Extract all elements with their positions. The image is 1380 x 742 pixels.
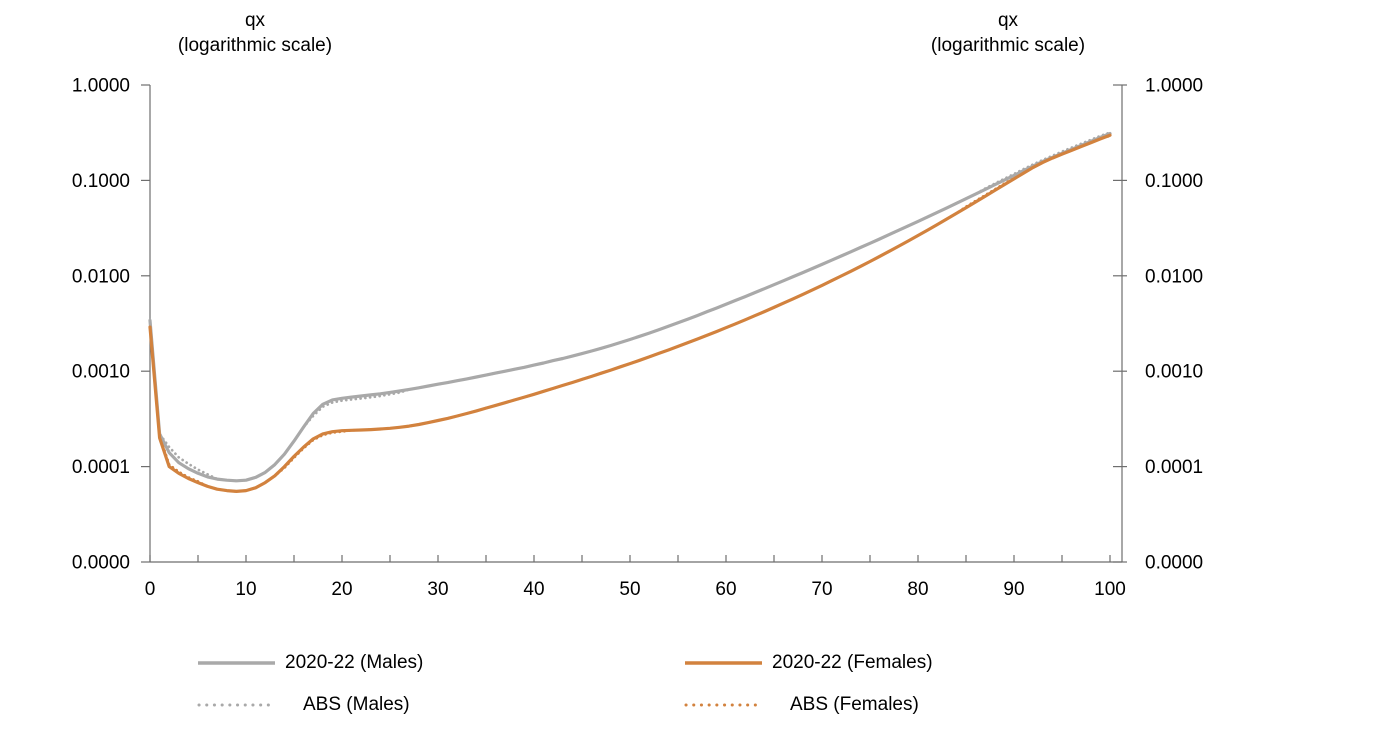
x-axis-tick-label: 40 <box>523 579 544 600</box>
legend-item-abs-females: ABS (Females) <box>683 693 919 717</box>
y-tick-labels: 1.0000 1.0000 0.1000 0.1000 0.0100 0.0100 0.00… <box>72 76 1203 574</box>
y-axis-left-tick-label: 0.1000 <box>72 171 130 192</box>
legend-label-abs-males: ABS (Males) <box>303 694 410 715</box>
legend-label-2020-22-females: 2020-22 (Females) <box>772 652 933 673</box>
y-axis-left-tick-label: 1.0000 <box>72 76 130 97</box>
right-axis-title-line2: (logarithmic scale) <box>930 35 1086 56</box>
x-axis-tick-label: 100 <box>1094 579 1126 600</box>
y-axis-left-tick-label: 0.0010 <box>72 362 130 383</box>
y-axis-right-tick-label: 0.0010 <box>1145 362 1203 383</box>
series-2020-22-females-line <box>148 133 1112 493</box>
y-axis-left-tick-label: 0.0100 <box>72 266 130 287</box>
y-axis-right-tick-label: 0.0000 <box>1145 553 1203 574</box>
axes <box>141 84 1127 563</box>
x-axis-tick-label: 90 <box>1003 579 1024 600</box>
left-axis-title-line1: qx <box>244 10 266 31</box>
x-axis-tick-label: 20 <box>331 579 352 600</box>
x-axis-tick-label: 80 <box>907 579 928 600</box>
solid-gray-line-icon <box>198 661 275 665</box>
series-2020-22-males-line <box>148 131 1112 483</box>
x-axis-tick-label: 30 <box>427 579 448 600</box>
y-axis-right-tick-label: 0.1000 <box>1145 171 1203 192</box>
legend-label-abs-females: ABS (Females) <box>790 694 919 715</box>
dotted-orange-line-icon <box>684 703 760 707</box>
dotted-gray-line-icon <box>197 703 273 707</box>
legend-label-2020-22-males: 2020-22 (Males) <box>285 652 424 673</box>
left-axis-title-line2: (logarithmic scale) <box>177 35 333 56</box>
y-axis-right-tick-label: 1.0000 <box>1145 76 1203 97</box>
legend-item-2020-22-males: 2020-22 (Males) <box>196 651 423 675</box>
y-axis-left-tick-label: 0.0000 <box>72 553 130 574</box>
left-axis-title: qx (logarithmic scale) <box>125 8 385 58</box>
x-axis-tick-label: 60 <box>715 579 736 600</box>
solid-orange-line-icon <box>685 661 762 665</box>
legend-item-2020-22-females: 2020-22 (Females) <box>683 651 933 675</box>
x-axis-tick-label: 70 <box>811 579 832 600</box>
x-axis-tick-label: 0 <box>145 579 156 600</box>
series-abs-males-line <box>148 131 1112 483</box>
y-axis-left-tick-label: 0.0001 <box>72 457 130 478</box>
y-axis-right-tick-label: 0.0100 <box>1145 266 1203 287</box>
x-axis-tick-label: 50 <box>619 579 640 600</box>
right-axis-title-line1: qx <box>997 10 1019 31</box>
legend-item-abs-males: ABS (Males) <box>196 693 410 717</box>
series-abs-females-line <box>148 134 1112 493</box>
x-tick-labels: 0 10 20 30 40 50 60 70 80 90 100 <box>145 579 1126 600</box>
x-axis-tick-label: 10 <box>235 579 256 600</box>
y-axis-right-tick-label: 0.0001 <box>1145 457 1203 478</box>
right-axis-title: qx (logarithmic scale) <box>878 8 1138 58</box>
